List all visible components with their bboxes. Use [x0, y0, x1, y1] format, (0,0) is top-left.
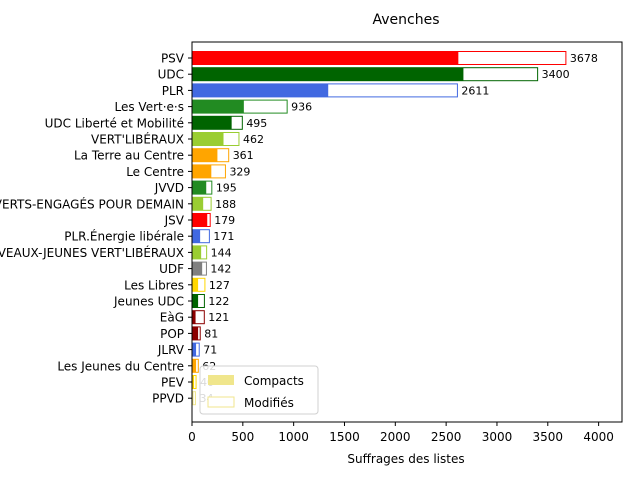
data-label: 188	[215, 198, 236, 211]
y-tick-label: Les Vert·e·s	[115, 100, 185, 114]
x-tick-label: 2500	[431, 430, 462, 444]
legend-label-modifies: Modifiés	[244, 396, 294, 410]
bar-compact	[192, 213, 208, 227]
y-tick-label: Les Libres	[124, 278, 184, 292]
data-label: 462	[243, 133, 264, 146]
plot-area: 3678 PSV 3400 UDC 2611 PLR 936 Les Vert·e·s 495 U…	[0, 41, 623, 444]
y-tick-label: Jeunes UDC	[113, 295, 184, 309]
y-tick-label: LES NOUVEAUX-JEUNES VERT'LIBÉRAUX	[0, 245, 184, 260]
y-tick-label: VERT'LIBÉRAUX	[91, 132, 184, 147]
bar-compact	[192, 391, 194, 405]
data-label: 361	[233, 149, 254, 162]
bar-compact	[192, 375, 195, 389]
y-tick-label: PLR	[162, 84, 184, 98]
data-label: 142	[210, 263, 231, 276]
data-label: 179	[214, 214, 235, 227]
chart-title: Avenches	[372, 12, 439, 28]
y-tick-label: PPVD	[152, 392, 184, 406]
x-axis-label: Suffrages des listes	[347, 452, 464, 466]
y-tick-label: LES VERTS-ENGAGÉS POUR DEMAIN	[0, 196, 184, 211]
bar-compact	[192, 83, 329, 97]
legend-swatch-compacts	[208, 375, 234, 385]
y-tick-label: EàG	[160, 311, 184, 325]
y-tick-label: PLR.Énergie libérale	[64, 229, 184, 244]
x-tick-label: 3000	[482, 430, 513, 444]
plot-frame	[191, 41, 623, 423]
bar-compact	[192, 51, 459, 65]
bar-compact	[192, 262, 203, 276]
bar-compact	[192, 132, 224, 146]
legend-label-compacts: Compacts	[244, 374, 304, 388]
y-tick-label: JLRV	[157, 343, 185, 357]
y-tick-label: PEV	[161, 376, 185, 390]
y-tick-label: PSV	[161, 52, 185, 66]
bar-compact	[192, 310, 196, 324]
bar-compact	[192, 326, 199, 340]
x-tick-label: 3500	[533, 430, 564, 444]
x-tick-label: 4000	[583, 430, 614, 444]
x-tick-label: 500	[231, 430, 254, 444]
bar-compact	[192, 278, 199, 292]
bar-compact	[192, 359, 197, 373]
y-tick-label: UDC Liberté et Mobilité	[45, 116, 184, 130]
data-label: 144	[211, 246, 232, 259]
legend-swatch-modifies	[207, 396, 235, 408]
bar-compact	[192, 164, 212, 178]
data-label: 495	[246, 117, 267, 130]
bar-compact	[192, 343, 197, 357]
y-tick-label: UDF	[159, 262, 184, 276]
y-tick-label: UDC	[158, 68, 184, 82]
y-tick-label: Les Jeunes du Centre	[57, 359, 184, 373]
bar-compact	[192, 116, 232, 130]
y-tick-label: Le Centre	[126, 165, 184, 179]
data-label: 3400	[542, 68, 570, 81]
data-label: 122	[208, 295, 229, 308]
data-label: 121	[208, 311, 229, 324]
data-label: 3678	[570, 52, 598, 65]
bar-compact	[192, 181, 207, 195]
x-tick-label: 0	[188, 430, 196, 444]
y-tick-label: JSV	[164, 214, 185, 228]
bar-compact	[192, 294, 199, 308]
bar-compact	[192, 67, 464, 81]
x-tick-label: 1000	[278, 430, 309, 444]
y-tick-label: JVVD	[154, 181, 184, 195]
data-label: 81	[204, 327, 218, 340]
x-tick-label: 1500	[329, 430, 360, 444]
data-label: 936	[291, 101, 312, 114]
x-tick-label: 2000	[380, 430, 411, 444]
data-label: 195	[216, 182, 237, 195]
y-tick-label: La Terre au Centre	[74, 149, 184, 163]
bar-compact	[192, 245, 202, 259]
y-tick-label: POP	[160, 327, 184, 341]
bar-compact	[192, 197, 204, 211]
data-label: 127	[209, 279, 230, 292]
bar-compact	[192, 148, 218, 162]
data-label: 171	[213, 230, 234, 243]
data-label: 71	[203, 344, 217, 357]
data-label: 2611	[461, 84, 489, 97]
data-label: 329	[229, 165, 250, 178]
bar-compact	[192, 229, 201, 243]
bar-compact	[192, 100, 244, 114]
